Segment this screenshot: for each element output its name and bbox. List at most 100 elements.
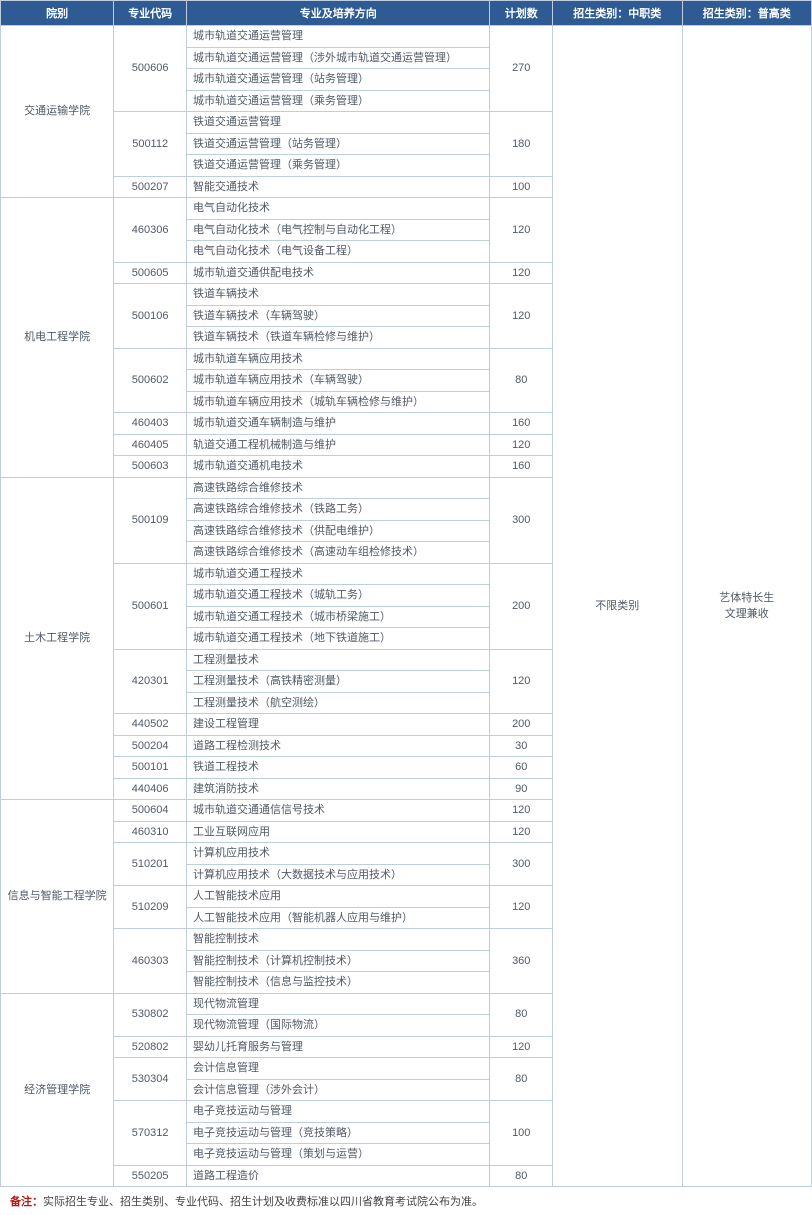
plan-cell: 120: [490, 800, 553, 822]
plan-cell: 360: [490, 929, 553, 994]
direction-cell: 高速铁路综合维修技术: [187, 477, 490, 499]
direction-cell: 电子竞技运动与管理: [187, 1101, 490, 1123]
direction-cell: 工程测量技术: [187, 649, 490, 671]
direction-cell: 婴幼儿托育服务与管理: [187, 1036, 490, 1058]
direction-cell: 智能控制技术: [187, 929, 490, 951]
direction-cell: 轨道交通工程机械制造与维护: [187, 434, 490, 456]
direction-cell: 城市轨道交通工程技术（城轨工务）: [187, 585, 490, 607]
dept-cell: 土木工程学院: [1, 477, 114, 800]
direction-cell: 城市轨道交通运营管理（涉外城市轨道交通运营管理）: [187, 47, 490, 69]
code-cell: 500605: [114, 262, 187, 284]
direction-cell: 电气自动化技术（电气设备工程）: [187, 241, 490, 263]
direction-cell: 城市轨道车辆应用技术: [187, 348, 490, 370]
header-row: 院别 专业代码 专业及培养方向 计划数 招生类别：中职类 招生类别：普高类: [1, 1, 812, 26]
plan-cell: 200: [490, 563, 553, 649]
dept-cell: 机电工程学院: [1, 198, 114, 478]
plan-cell: 90: [490, 778, 553, 800]
code-cell: 570312: [114, 1101, 187, 1166]
code-cell: 460303: [114, 929, 187, 994]
direction-cell: 城市轨道交通运营管理（乘务管理）: [187, 90, 490, 112]
direction-cell: 工程测量技术（航空测绘）: [187, 692, 490, 714]
admissions-table: 院别 专业代码 专业及培养方向 计划数 招生类别：中职类 招生类别：普高类 交通…: [0, 0, 812, 1187]
direction-cell: 城市轨道车辆应用技术（城轨车辆检修与维护）: [187, 391, 490, 413]
direction-cell: 电气自动化技术（电气控制与自动化工程）: [187, 219, 490, 241]
code-cell: 500204: [114, 735, 187, 757]
direction-cell: 高速铁路综合维修技术（供配电维护）: [187, 520, 490, 542]
plan-cell: 180: [490, 112, 553, 177]
direction-cell: 高速铁路综合维修技术（高速动车组检修技术）: [187, 542, 490, 564]
plan-cell: 120: [490, 284, 553, 349]
direction-cell: 智能控制技术（计算机控制技术）: [187, 950, 490, 972]
direction-cell: 铁道工程技术: [187, 757, 490, 779]
direction-cell: 人工智能技术应用（智能机器人应用与维护）: [187, 907, 490, 929]
direction-cell: 工业互联网应用: [187, 821, 490, 843]
direction-cell: 城市轨道交通运营管理: [187, 26, 490, 48]
direction-cell: 会计信息管理（涉外会计）: [187, 1079, 490, 1101]
code-cell: 520802: [114, 1036, 187, 1058]
code-cell: 500112: [114, 112, 187, 177]
table-row: 交通运输学院500606城市轨道交通运营管理270不限类别艺体特长生 文理兼收: [1, 26, 812, 48]
header-code: 专业代码: [114, 1, 187, 26]
header-plan: 计划数: [490, 1, 553, 26]
direction-cell: 城市轨道交通车辆制造与维护: [187, 413, 490, 435]
admissions-table-container: 院别 专业代码 专业及培养方向 计划数 招生类别：中职类 招生类别：普高类 交通…: [0, 0, 812, 1215]
direction-cell: 电气自动化技术: [187, 198, 490, 220]
direction-cell: 城市轨道交通通信信号技术: [187, 800, 490, 822]
direction-cell: 建设工程管理: [187, 714, 490, 736]
header-direction: 专业及培养方向: [187, 1, 490, 26]
plan-cell: 120: [490, 434, 553, 456]
plan-cell: 30: [490, 735, 553, 757]
code-cell: 460405: [114, 434, 187, 456]
direction-cell: 城市轨道交通机电技术: [187, 456, 490, 478]
dept-cell: 信息与智能工程学院: [1, 800, 114, 994]
dept-cell: 经济管理学院: [1, 993, 114, 1187]
direction-cell: 现代物流管理: [187, 993, 490, 1015]
code-cell: 460306: [114, 198, 187, 263]
code-cell: 460310: [114, 821, 187, 843]
code-cell: 500603: [114, 456, 187, 478]
header-cat1: 招生类别：中职类: [553, 1, 682, 26]
direction-cell: 城市轨道交通工程技术（地下铁道施工）: [187, 628, 490, 650]
plan-cell: 200: [490, 714, 553, 736]
direction-cell: 建筑消防技术: [187, 778, 490, 800]
plan-cell: 100: [490, 176, 553, 198]
direction-cell: 计算机应用技术（大数据技术与应用技术）: [187, 864, 490, 886]
plan-cell: 300: [490, 477, 553, 563]
direction-cell: 铁道车辆技术: [187, 284, 490, 306]
plan-cell: 120: [490, 821, 553, 843]
code-cell: 530802: [114, 993, 187, 1036]
code-cell: 500602: [114, 348, 187, 413]
code-cell: 500601: [114, 563, 187, 649]
direction-cell: 城市轨道交通供配电技术: [187, 262, 490, 284]
footnote-label: 备注：: [10, 1196, 43, 1208]
plan-cell: 120: [490, 262, 553, 284]
plan-cell: 160: [490, 413, 553, 435]
code-cell: 500101: [114, 757, 187, 779]
plan-cell: 120: [490, 886, 553, 929]
plan-cell: 60: [490, 757, 553, 779]
plan-cell: 300: [490, 843, 553, 886]
plan-cell: 80: [490, 1165, 553, 1187]
header-dept: 院别: [1, 1, 114, 26]
direction-cell: 铁道交通运营管理: [187, 112, 490, 134]
plan-cell: 120: [490, 1036, 553, 1058]
plan-cell: 120: [490, 649, 553, 714]
plan-cell: 160: [490, 456, 553, 478]
direction-cell: 人工智能技术应用: [187, 886, 490, 908]
direction-cell: 铁道车辆技术（铁道车辆检修与维护）: [187, 327, 490, 349]
code-cell: 440406: [114, 778, 187, 800]
code-cell: 500207: [114, 176, 187, 198]
code-cell: 500604: [114, 800, 187, 822]
direction-cell: 城市轨道交通工程技术（城市桥梁施工）: [187, 606, 490, 628]
direction-cell: 智能控制技术（信息与监控技术）: [187, 972, 490, 994]
code-cell: 460403: [114, 413, 187, 435]
direction-cell: 高速铁路综合维修技术（铁路工务）: [187, 499, 490, 521]
direction-cell: 电子竞技运动与管理（策划与运营）: [187, 1144, 490, 1166]
plan-cell: 120: [490, 198, 553, 263]
header-cat2: 招生类别：普高类: [682, 1, 811, 26]
table-body: 交通运输学院500606城市轨道交通运营管理270不限类别艺体特长生 文理兼收城…: [1, 26, 812, 1187]
direction-cell: 道路工程造价: [187, 1165, 490, 1187]
direction-cell: 城市轨道交通工程技术: [187, 563, 490, 585]
code-cell: 420301: [114, 649, 187, 714]
plan-cell: 80: [490, 348, 553, 413]
